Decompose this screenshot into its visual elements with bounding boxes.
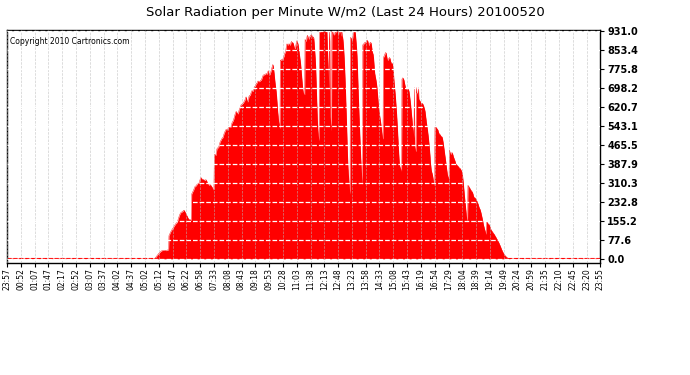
- Text: Copyright 2010 Cartronics.com: Copyright 2010 Cartronics.com: [10, 37, 129, 46]
- Text: Solar Radiation per Minute W/m2 (Last 24 Hours) 20100520: Solar Radiation per Minute W/m2 (Last 24…: [146, 6, 544, 19]
